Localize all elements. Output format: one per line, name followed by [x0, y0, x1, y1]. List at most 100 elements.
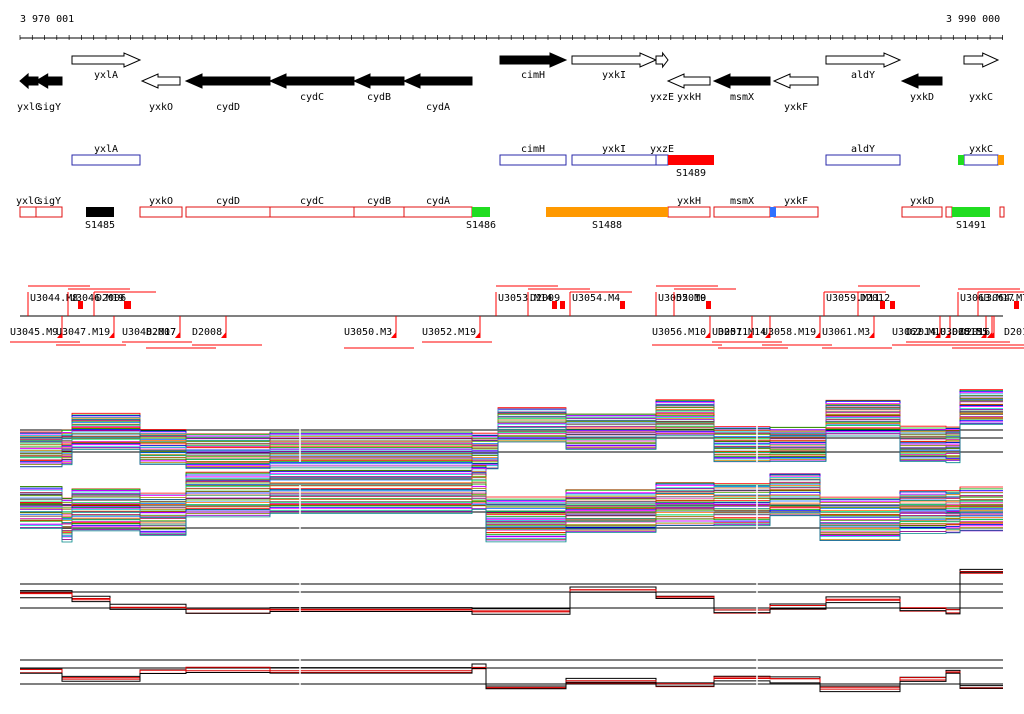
signal-trace	[20, 470, 1003, 504]
probe-marker	[945, 332, 950, 338]
signal-trace	[20, 423, 1003, 470]
gene-label: yxlC	[17, 102, 41, 113]
gene-arrow	[140, 73, 181, 89]
transcript-label: cydC	[300, 196, 324, 207]
segment-feature	[546, 207, 668, 217]
probe-label: U3052.M19	[422, 327, 476, 338]
transcript-label: sigY	[37, 196, 61, 207]
probe-label: D2012	[860, 293, 890, 304]
signal-trace	[20, 465, 1003, 500]
transcript-label: aldY	[851, 144, 875, 155]
transcript-box	[353, 206, 405, 218]
transcript-label: yxlA	[94, 144, 118, 155]
coordinate-ruler: 3 970 001 3 990 000	[19, 14, 1003, 40]
probe-marker	[475, 332, 480, 338]
signal-trace	[20, 663, 1003, 687]
probe-label: D2010	[676, 293, 706, 304]
probe-label: D2014	[906, 327, 936, 338]
probe-marker	[880, 301, 885, 309]
transcript-box	[963, 154, 999, 166]
signal-trace	[20, 481, 1003, 515]
segment-feature	[952, 207, 990, 217]
probe-marker	[890, 301, 895, 309]
probe-marker	[221, 332, 226, 338]
transcript-label: yxzE	[650, 144, 674, 155]
probe-marker	[747, 332, 752, 338]
signal-trace	[20, 571, 1003, 612]
probe-label: U3058.M19	[762, 327, 816, 338]
gene-label: yxlA	[94, 70, 118, 81]
probe-label: D2006	[96, 293, 126, 304]
ruler-ticks	[19, 35, 1003, 40]
probe-marker	[935, 332, 940, 338]
transcript-label: yxlC	[16, 196, 40, 207]
signal-trace	[20, 666, 1003, 689]
probe-marker	[126, 301, 131, 309]
segment-feature	[958, 155, 964, 165]
segment-feature	[998, 155, 1004, 165]
transcript-label: yxkH	[677, 196, 701, 207]
transcript-label: yxkC	[969, 144, 993, 155]
probe-marker	[705, 332, 710, 338]
signal-panel	[20, 389, 1003, 470]
segment-label: S1489	[676, 168, 706, 179]
transcript-box	[773, 206, 819, 218]
probe-marker	[175, 332, 180, 338]
probe-label: D201	[1004, 327, 1024, 338]
segment-label: S1488	[592, 220, 622, 231]
probe-marker	[815, 332, 820, 338]
transcript-label: cydA	[426, 196, 450, 207]
probe-label: U3061.M3	[822, 327, 870, 338]
transcript-label: yxkO	[149, 196, 173, 207]
probe-marker	[391, 332, 396, 338]
gene-arrow	[666, 73, 711, 89]
ruler-start-label: 3 970 001	[20, 14, 74, 25]
signal-panel	[20, 564, 1003, 618]
transcript-label: cydB	[367, 196, 391, 207]
signal-trace	[20, 668, 1003, 693]
signal-trace	[20, 571, 1003, 615]
transcript-box	[825, 154, 901, 166]
segment-label: S1486	[466, 220, 496, 231]
gene-arrow	[655, 51, 669, 69]
signal-trace	[20, 468, 1003, 502]
gene-arrow	[19, 72, 39, 90]
probe-marker	[57, 332, 62, 338]
probe-label: D2008	[192, 327, 222, 338]
transcript-label: yxkI	[602, 144, 626, 155]
signal-trace	[20, 568, 1003, 611]
gene-arrow	[71, 52, 142, 68]
transcript-box	[667, 206, 711, 218]
gene-label: yxkH	[677, 92, 701, 103]
transcript-box	[999, 206, 1005, 218]
transcript-label: yxkF	[784, 196, 808, 207]
probe-marker	[706, 301, 711, 309]
probe-marker	[989, 332, 994, 338]
ruler-end-label: 3 990 000	[946, 14, 1000, 25]
probe-label: U3048.M17	[122, 327, 176, 338]
probe-label: D2011	[718, 327, 748, 338]
segment-label: S1485	[85, 220, 115, 231]
probe-marker	[765, 332, 770, 338]
signal-trace	[20, 572, 1003, 614]
expression-signal-tracks	[20, 389, 1003, 694]
segment-feature	[770, 207, 776, 217]
gene-arrow	[900, 73, 943, 89]
transcript-box	[945, 206, 953, 218]
gene-label: cydC	[300, 92, 324, 103]
gene-label: yxkO	[149, 102, 173, 113]
probe-marker	[109, 332, 114, 338]
probe-marker	[552, 301, 557, 309]
gene-label: cydD	[216, 102, 240, 113]
gene-arrow	[712, 73, 771, 89]
gene-label: sigY	[37, 102, 61, 113]
probe-label: D2016	[960, 327, 990, 338]
transcript-box	[269, 206, 355, 218]
gene-arrow	[35, 73, 63, 89]
signal-panel	[20, 640, 1003, 694]
probe-marker	[981, 332, 986, 338]
probe-label: U3053.M14	[498, 293, 552, 304]
segment-label: S1491	[956, 220, 986, 231]
transcript-box	[19, 206, 37, 218]
